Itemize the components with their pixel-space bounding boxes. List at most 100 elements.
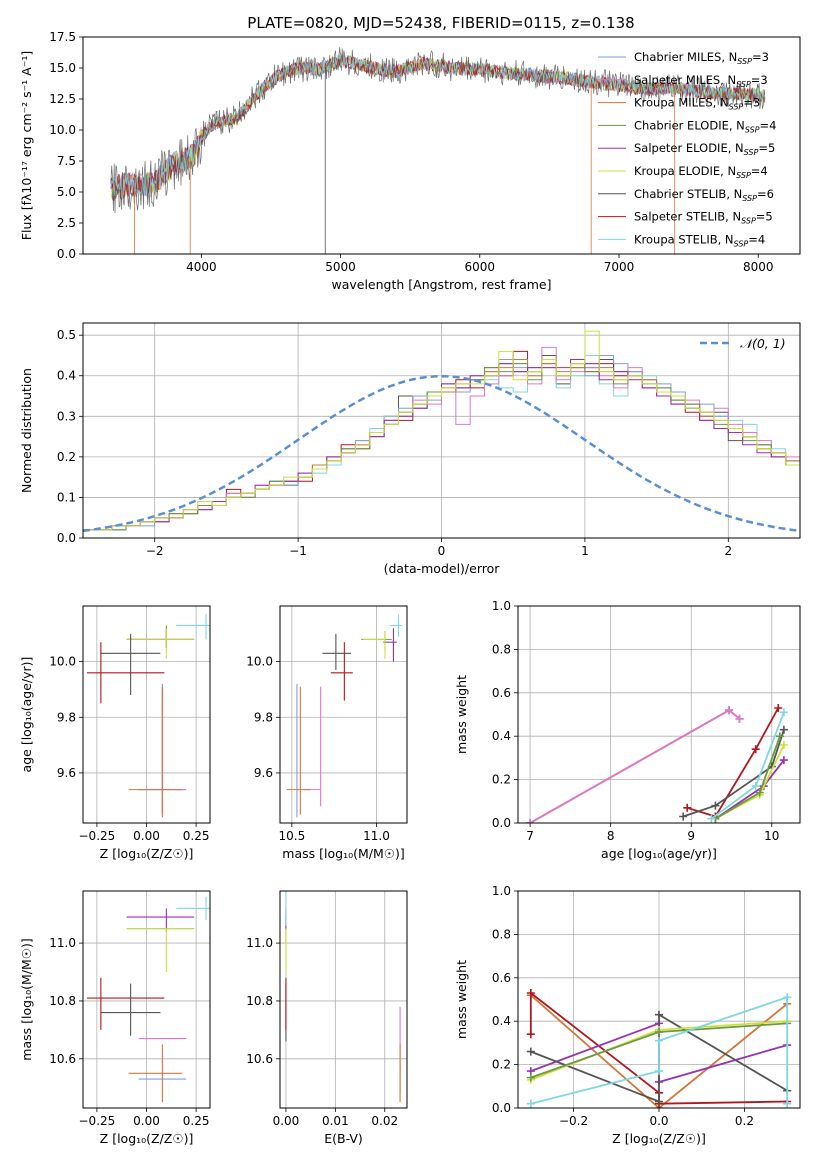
weight_vs_z-ylabel: mass weight bbox=[454, 960, 469, 1039]
x-tick-label: 9 bbox=[687, 829, 695, 843]
x-tick-label: 6000 bbox=[465, 260, 496, 274]
x-tick-label: 5000 bbox=[325, 260, 356, 274]
y-tick-label: 7.5 bbox=[57, 154, 76, 168]
age_vs_mass-axes: 10.5 11.0 9.6 9.8 10.0 mass [log₁₀(M/M☉)] bbox=[246, 605, 408, 861]
plus-marker bbox=[707, 814, 716, 823]
y-tick-label: 1.0 bbox=[492, 884, 511, 898]
y-tick-label: 11.0 bbox=[246, 936, 273, 950]
y-tick-label: 2.5 bbox=[57, 216, 76, 230]
plus-marker bbox=[655, 1067, 663, 1076]
age_vs_z-axes: −0.25 0.00 0.25 9.6 9.8 10.0 Z [log₁₀(Z/Z☉)] ag… bbox=[19, 605, 211, 861]
plus-marker bbox=[655, 1028, 663, 1037]
x-tick-label: 0.2 bbox=[735, 1114, 754, 1128]
x-tick-label: 7 bbox=[526, 829, 534, 843]
y-tick-label: 0.8 bbox=[492, 927, 511, 941]
figure-title: PLATE=0820, MJD=52438, FIBERID=0115, z=0… bbox=[247, 14, 634, 32]
y-tick-label: 0.3 bbox=[57, 409, 76, 423]
y-tick-label: 0.2 bbox=[492, 1058, 511, 1072]
plus-marker bbox=[526, 988, 535, 997]
x-tick-label: 2 bbox=[724, 544, 732, 558]
weight_vs_z-axes: −0.2 0.0 0.2 0.0 0.2 0.4 0.6 0.8 1.0 Z [log₁₀(Z/Z… bbox=[454, 884, 801, 1146]
legend-entry: Salpeter ELODIE, NSSP=5 bbox=[634, 141, 775, 157]
plus-marker bbox=[655, 1036, 663, 1045]
mass_vs_z-plot-area bbox=[83, 891, 210, 1108]
spectrum-plot-area bbox=[110, 47, 766, 254]
x-tick-label: 10.5 bbox=[278, 829, 305, 843]
x-tick-label: 11.0 bbox=[363, 829, 390, 843]
plus-marker bbox=[779, 740, 788, 749]
plus-marker bbox=[683, 803, 692, 812]
plus-marker bbox=[751, 745, 760, 754]
x-tick-label: 4000 bbox=[186, 260, 217, 274]
x-tick-label: 0.0 bbox=[649, 1114, 668, 1128]
residuals-frame bbox=[82, 322, 801, 539]
legend-entry: Chabrier ELODIE, NSSP=4 bbox=[634, 118, 776, 134]
spectrum-frame bbox=[82, 36, 801, 255]
legend-entry: Kroupa ELODIE, NSSP=4 bbox=[634, 164, 768, 180]
mass_vs_ebv-axes: 0.00 0.01 0.02 10.6 10.8 11.0 E(B-V) bbox=[246, 890, 408, 1146]
x-tick-label: 8000 bbox=[743, 260, 774, 274]
plus-marker bbox=[725, 706, 734, 715]
plus-marker bbox=[751, 782, 760, 791]
x-tick-label: 0 bbox=[438, 544, 446, 558]
y-tick-label: 10.6 bbox=[246, 1052, 273, 1066]
weight_vs_z-frame bbox=[517, 890, 801, 1109]
legend-entry: Chabrier STELIB, NSSP=6 bbox=[634, 187, 774, 203]
x-tick-label: 0.25 bbox=[183, 1114, 210, 1128]
weight_vs_age-series-5 bbox=[714, 759, 785, 820]
mass_vs_z-ylabel: mass [log₁₀(M/M☉)] bbox=[19, 938, 34, 1060]
mass_vs_z-axes: −0.25 0.00 0.25 10.6 10.8 11.0 Z [log₁₀(Z/Z☉)]… bbox=[19, 890, 211, 1146]
plus-marker bbox=[783, 1099, 792, 1108]
normal-legend-label: 𝒩(0, 1) bbox=[740, 336, 786, 351]
plus-marker bbox=[655, 1010, 663, 1019]
mass_vs_ebv-xlabel: E(B-V) bbox=[324, 1131, 363, 1146]
spectrum-ylabel: Flux [fλ10⁻¹⁷ erg cm⁻² s⁻¹ A⁻¹] bbox=[19, 51, 34, 240]
x-tick-label: 0.00 bbox=[273, 1114, 300, 1128]
y-tick-label: 0.2 bbox=[492, 773, 511, 787]
legend-entry: Kroupa STELIB, NSSP=4 bbox=[634, 232, 765, 248]
mass_vs_z-xlabel: Z [log₁₀(Z/Z☉)] bbox=[100, 1131, 194, 1146]
spectrum-xlabel: wavelength [Angstrom, rest frame] bbox=[331, 277, 551, 292]
x-tick-label: 1 bbox=[581, 544, 589, 558]
y-tick-label: 10.8 bbox=[246, 994, 273, 1008]
normal-curve bbox=[83, 374, 800, 533]
weight_vs_age-ylabel: mass weight bbox=[454, 675, 469, 754]
legend-entry: Kroupa MILES, NSSP=3 bbox=[634, 96, 760, 112]
spectrum-series-6 bbox=[110, 47, 766, 214]
weight_vs_age-axes: 7 8 9 10 0.0 0.2 0.4 0.6 0.8 1.0 age [log₁₀(age/yr… bbox=[454, 599, 801, 861]
x-tick-label: 0.02 bbox=[371, 1114, 398, 1128]
x-tick-label: 0.01 bbox=[322, 1114, 349, 1128]
weight_vs_z-xlabel: Z [log₁₀(Z/Z☉)] bbox=[612, 1131, 706, 1146]
residuals-plot-area bbox=[83, 323, 800, 538]
y-tick-label: 0.0 bbox=[57, 531, 76, 545]
weight_vs_age-xlabel: age [log₁₀(age/yr)] bbox=[601, 846, 717, 861]
weight_vs_z-plot-area bbox=[518, 891, 800, 1108]
y-tick-label: 10.0 bbox=[49, 655, 76, 669]
y-tick-label: 17.5 bbox=[49, 30, 76, 44]
weight_vs_z-series-0 bbox=[530, 994, 788, 1108]
y-tick-label: 10.0 bbox=[246, 655, 273, 669]
mass_vs_ebv-frame bbox=[279, 890, 408, 1109]
y-tick-label: 12.5 bbox=[49, 92, 76, 106]
plus-marker bbox=[526, 1099, 535, 1108]
y-tick-label: 0.0 bbox=[492, 816, 511, 830]
plus-marker bbox=[775, 732, 784, 741]
age_vs_mass-frame bbox=[279, 605, 408, 824]
y-tick-label: 9.8 bbox=[254, 710, 273, 724]
age_vs_mass-xlabel: mass [log₁₀(M/M☉)] bbox=[282, 846, 404, 861]
x-tick-label: −2 bbox=[146, 544, 164, 558]
y-tick-label: 15.0 bbox=[49, 61, 76, 75]
y-tick-label: 9.6 bbox=[254, 766, 273, 780]
y-tick-label: 9.6 bbox=[57, 766, 76, 780]
plus-marker bbox=[779, 708, 788, 717]
mass_vs_z-frame bbox=[82, 890, 211, 1109]
age_vs_z-frame bbox=[82, 605, 211, 824]
y-tick-label: 0.4 bbox=[57, 369, 76, 383]
residuals-ylabel: Normed distribution bbox=[19, 368, 34, 493]
y-tick-label: 0.6 bbox=[492, 971, 511, 985]
plus-marker bbox=[783, 993, 792, 1002]
plus-marker bbox=[526, 819, 535, 823]
plus-marker bbox=[711, 801, 720, 810]
spectrum-legend: Chabrier MILES, NSSP=3 Salpeter MILES, NS… bbox=[598, 50, 776, 248]
